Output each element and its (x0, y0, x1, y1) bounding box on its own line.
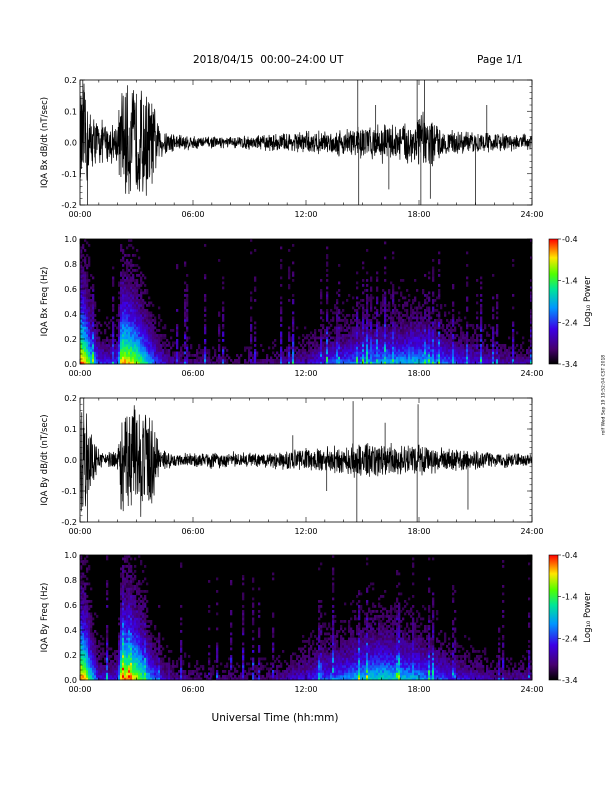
colorbar-tick-label: -3.4 (562, 676, 578, 685)
x-tick-label: 06:00 (181, 369, 204, 378)
x-tick-label: 18:00 (407, 685, 430, 694)
x-tick-label: 18:00 (407, 210, 430, 219)
x-tick-label: 24:00 (520, 685, 543, 694)
y-tick-label: -0.2 (61, 201, 77, 210)
colorbar-tick-label: -0.4 (562, 551, 578, 560)
y-tick-label: 0.0 (64, 676, 77, 685)
page-number: Page 1/1 (477, 54, 523, 66)
panel-3 (79, 397, 533, 523)
y-tick-label: -0.1 (61, 487, 77, 496)
y-axis-label: IQA Bx dB/dt (nT/sec) (40, 97, 50, 188)
y-tick-label: 1.0 (64, 235, 77, 244)
y-tick-label: -0.1 (61, 170, 77, 179)
x-tick-label: 00:00 (68, 685, 91, 694)
y-tick-label: 0.0 (64, 360, 77, 369)
x-tick-label: 12:00 (294, 527, 317, 536)
y-tick-label: -0.2 (61, 518, 77, 527)
x-tick-label: 00:00 (68, 527, 91, 536)
x-tick-label: 06:00 (181, 685, 204, 694)
page-title: 2018/04/15 00:00–24:00 UT (193, 54, 344, 66)
generation-stamp: rolf Wed Sep 19 19:52:04 CST 2018 (601, 354, 607, 436)
x-tick-label: 00:00 (68, 369, 91, 378)
colorbar-tick-label: -1.4 (562, 593, 578, 602)
y-axis-label: IQA By dB/dt (nT/sec) (40, 414, 50, 505)
y-tick-label: 0.1 (64, 425, 77, 434)
y-tick-label: 0.0 (64, 456, 77, 465)
y-tick-label: 0.8 (64, 576, 77, 585)
x-axis-label: Universal Time (hh:mm) (212, 712, 339, 724)
colorbar-tick-label: -1.4 (562, 277, 578, 286)
x-tick-label: 24:00 (520, 527, 543, 536)
panel-2 (79, 238, 561, 365)
x-tick-label: 18:00 (407, 369, 430, 378)
colorbar-label: Log₁₀ Power (583, 276, 593, 327)
y-tick-label: 0.0 (64, 139, 77, 148)
x-tick-label: 06:00 (181, 527, 204, 536)
y-tick-label: 0.4 (64, 310, 77, 319)
signal-trace (80, 80, 532, 205)
x-tick-label: 18:00 (407, 527, 430, 536)
y-tick-label: 0.1 (64, 107, 77, 116)
x-tick-label: 12:00 (294, 685, 317, 694)
y-tick-label: 1.0 (64, 551, 77, 560)
colorbar-label: Log₁₀ Power (583, 592, 593, 643)
colorbar (548, 554, 559, 681)
y-tick-label: 0.6 (64, 285, 77, 294)
x-tick-label: 24:00 (520, 369, 543, 378)
colorbar (548, 238, 559, 365)
y-tick-label: 0.2 (64, 335, 77, 344)
panel-1 (79, 79, 533, 206)
y-tick-label: 0.2 (64, 651, 77, 660)
signal-trace (80, 398, 532, 522)
colorbar-tick-label: -3.4 (562, 360, 578, 369)
colorbar-tick-label: -2.4 (562, 318, 578, 327)
x-tick-label: 12:00 (294, 210, 317, 219)
x-tick-label: 06:00 (181, 210, 204, 219)
y-tick-label: 0.2 (64, 76, 77, 85)
y-axis-label: IQA Bx Freq (Hz) (40, 267, 50, 337)
colorbar-tick-label: -2.4 (562, 634, 578, 643)
y-tick-label: 0.2 (64, 394, 77, 403)
colorbar-tick-label: -0.4 (562, 235, 578, 244)
spectrogram-cells (80, 239, 533, 365)
y-tick-label: 0.8 (64, 260, 77, 269)
x-tick-label: 12:00 (294, 369, 317, 378)
x-tick-label: 24:00 (520, 210, 543, 219)
panel-4 (79, 554, 561, 681)
y-tick-label: 0.4 (64, 626, 77, 635)
y-axis-label: IQA By Freq (Hz) (40, 583, 50, 653)
y-tick-label: 0.6 (64, 601, 77, 610)
x-tick-label: 00:00 (68, 210, 91, 219)
spectrogram-cells (80, 555, 533, 681)
